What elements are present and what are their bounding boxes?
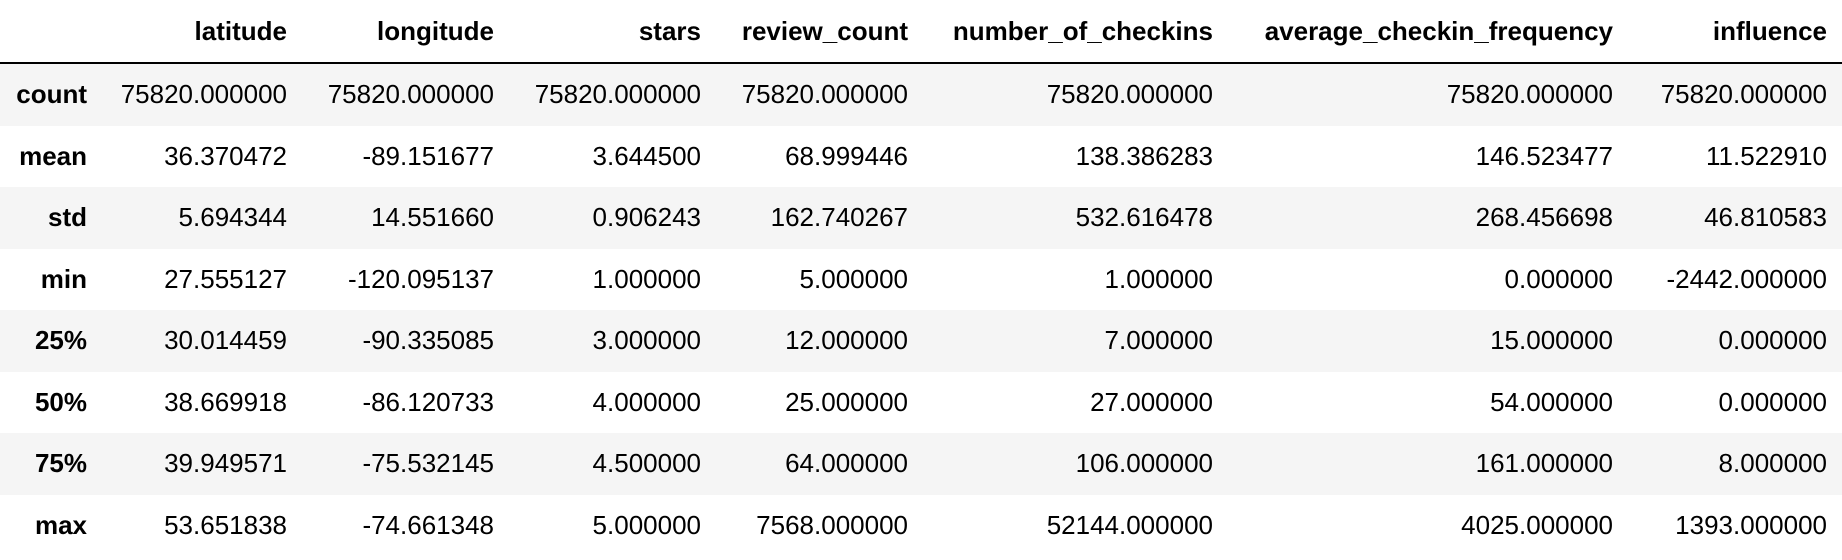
table-cell: 8.000000 [1718,448,1827,479]
table-cell: -86.120733 [362,386,494,417]
table-cell: 7568.000000 [756,509,908,540]
table-cell: 75820.000000 [741,79,908,110]
table-cell: 11.522910 [1706,140,1827,171]
table-cell: 5.694344 [178,202,287,233]
index-header [0,0,102,64]
table-row-min: min 27.555127 -120.095137 1.000000 5.000… [0,248,1842,310]
table-cell: 7.000000 [1104,325,1213,356]
row-label: count [16,79,87,110]
table-cell: 36.370472 [164,140,287,171]
table-cell: -90.335085 [362,325,494,356]
table-cell: 4.000000 [592,386,701,417]
table-row-std: std 5.694344 14.551660 0.906243 162.7402… [0,187,1842,249]
row-label: 50% [34,386,87,417]
table-cell: 268.456698 [1475,202,1613,233]
table-cell: 161.000000 [1475,448,1613,479]
table-cell: -2442.000000 [1666,263,1827,294]
table-cell: 3.644500 [592,140,701,171]
table-cell: 27.555127 [164,263,287,294]
table-row-count: count 75820.000000 75820.000000 75820.00… [0,63,1842,126]
table-cell: -75.532145 [362,448,494,479]
table-cell: 0.000000 [1718,325,1827,356]
table-cell: -120.095137 [347,263,494,294]
table-cell: 68.999446 [785,140,908,171]
table-cell: 75820.000000 [327,79,494,110]
column-header-review-count: review_count [716,0,923,64]
table-cell: 54.000000 [1490,386,1613,417]
row-label: 25% [34,325,87,356]
table-cell: 3.000000 [592,325,701,356]
row-label: 75% [34,448,87,479]
column-header-longitude: longitude [302,0,509,64]
table-cell: 1.000000 [592,263,701,294]
table-cell: 0.906243 [592,202,701,233]
header-row: latitude longitude stars review_count nu… [0,0,1842,64]
row-label: min [40,263,87,294]
table-cell: 0.000000 [1718,386,1827,417]
column-header-influence: influence [1628,0,1842,64]
table-cell: 27.000000 [1090,386,1213,417]
row-label: std [48,202,87,233]
table-cell: 5.000000 [799,263,908,294]
table-cell: 30.014459 [164,325,287,356]
table-cell: -89.151677 [362,140,494,171]
table-row-mean: mean 36.370472 -89.151677 3.644500 68.99… [0,125,1842,187]
table-cell: 138.386283 [1075,140,1213,171]
row-label: mean [19,140,87,171]
table-cell: 15.000000 [1490,325,1613,356]
table-cell: 39.949571 [164,448,287,479]
table-cell: 532.616478 [1075,202,1213,233]
table-cell: 75820.000000 [534,79,701,110]
column-header-stars: stars [509,0,716,64]
table-cell: 53.651838 [164,509,287,540]
table-row-25-percent: 25% 30.014459 -90.335085 3.000000 12.000… [0,310,1842,372]
table-cell: 0.000000 [1504,263,1613,294]
table-row-75-percent: 75% 39.949571 -75.532145 4.500000 64.000… [0,433,1842,495]
column-header-average-checkin-frequency: average_checkin_frequency [1228,0,1628,64]
table-row-50-percent: 50% 38.669918 -86.120733 4.000000 25.000… [0,371,1842,433]
table-cell: 75820.000000 [120,79,287,110]
table-cell: 5.000000 [592,509,701,540]
table-cell: 162.740267 [770,202,908,233]
table-cell: 4025.000000 [1461,509,1613,540]
table-cell: 46.810583 [1704,202,1827,233]
table-cell: -74.661348 [362,509,494,540]
table-cell: 146.523477 [1475,140,1613,171]
table-cell: 12.000000 [785,325,908,356]
row-label: max [34,509,87,540]
table-header: latitude longitude stars review_count nu… [0,0,1842,64]
column-header-latitude: latitude [102,0,302,64]
table-row-max: max 53.651838 -74.661348 5.000000 7568.0… [0,494,1842,556]
table-cell: 75820.000000 [1046,79,1213,110]
table-body: count 75820.000000 75820.000000 75820.00… [0,63,1842,556]
table-cell: 1393.000000 [1675,509,1827,540]
table-cell: 52144.000000 [1046,509,1213,540]
table-cell: 38.669918 [164,386,287,417]
table-cell: 14.551660 [371,202,494,233]
table-cell: 64.000000 [785,448,908,479]
table-cell: 106.000000 [1075,448,1213,479]
column-header-number-of-checkins: number_of_checkins [923,0,1228,64]
table-cell: 25.000000 [785,386,908,417]
table-cell: 75820.000000 [1446,79,1613,110]
table-cell: 75820.000000 [1660,79,1827,110]
table-cell: 4.500000 [592,448,701,479]
table-cell: 1.000000 [1104,263,1213,294]
